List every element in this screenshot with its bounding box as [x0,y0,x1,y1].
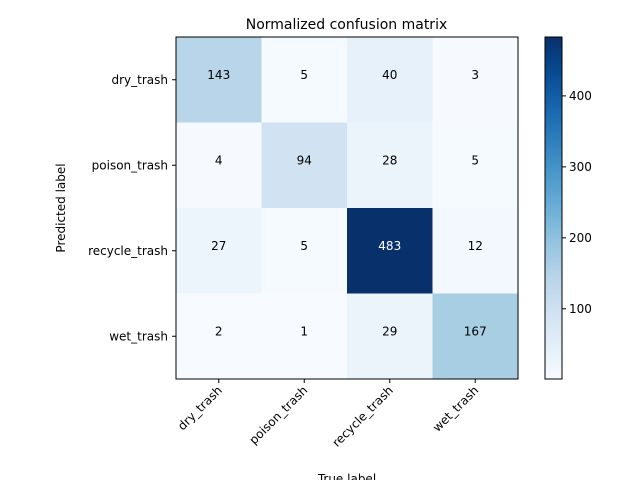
cell-value-label: 40 [382,68,397,82]
colorbar-tick-label: 400 [569,89,592,103]
heatmap-cells: 143 5 40 3 4 94 28 5 27 5 483 12 2 1 29 167 [176,37,519,380]
cell-value-label: 4 [215,153,223,167]
cell-value-label: 28 [382,153,397,167]
cell-value-label: 167 [464,324,487,338]
x-axis-label: True label [317,472,376,480]
cell-value-label: 27 [211,239,226,253]
heatmap-cell [432,37,519,123]
x-tick-label: poison_trash [246,383,310,447]
cell-value-label: 2 [215,324,223,338]
cell-value-label: 29 [382,324,397,338]
heatmap-cell [347,293,433,380]
heatmap-cell [347,37,433,123]
plot-frame [175,36,519,380]
heatmap-cell [432,122,519,209]
x-tick-label: recycle_trash [329,383,395,449]
colorbar-ticks: 100 200 300 400 [562,89,592,316]
y-tick-label: poison_trash [92,158,168,172]
heatmap-cell [347,208,433,294]
chart-title: Normalized confusion matrix [246,17,448,33]
colorbar-tick-label: 300 [569,160,592,174]
colorbar-tick-label: 200 [569,231,592,245]
heatmap-cell [347,122,433,209]
cell-value-label: 5 [300,239,308,253]
cell-value-label: 143 [207,68,230,82]
cell-value-label: 483 [378,239,401,253]
heatmap-cell [432,293,519,380]
heatmap-cell [261,122,348,209]
colorbar-tick-label: 100 [569,302,592,316]
heatmap-cell [176,208,262,294]
heatmap-cell [176,122,262,209]
heatmap-cell [176,293,262,380]
cell-value-label: 5 [471,153,479,167]
y-tick-label: dry_trash [111,73,168,87]
cell-value-label: 1 [300,324,308,338]
y-axis-ticks: dry_trash poison_trash recycle_trash wet_tr… [88,73,176,343]
y-axis-label: Predicted label [54,163,68,252]
y-tick-label: wet_trash [109,329,168,343]
x-axis-ticks: dry_trash poison_trash recycle_trash wet_tr… [175,379,481,450]
cell-value-label: 94 [297,153,312,167]
x-tick-label: wet_trash [430,383,481,434]
colorbar [544,36,563,380]
heatmap-cell [261,37,348,123]
cell-value-label: 12 [468,239,483,253]
cell-value-label: 3 [471,68,479,82]
x-tick-label: dry_trash [175,383,225,433]
y-tick-label: recycle_trash [88,244,168,258]
heatmap-cell [261,293,348,380]
heatmap-cell [261,208,348,294]
heatmap-cell [432,208,519,294]
heatmap-cell [176,37,262,123]
cell-value-label: 5 [300,68,308,82]
